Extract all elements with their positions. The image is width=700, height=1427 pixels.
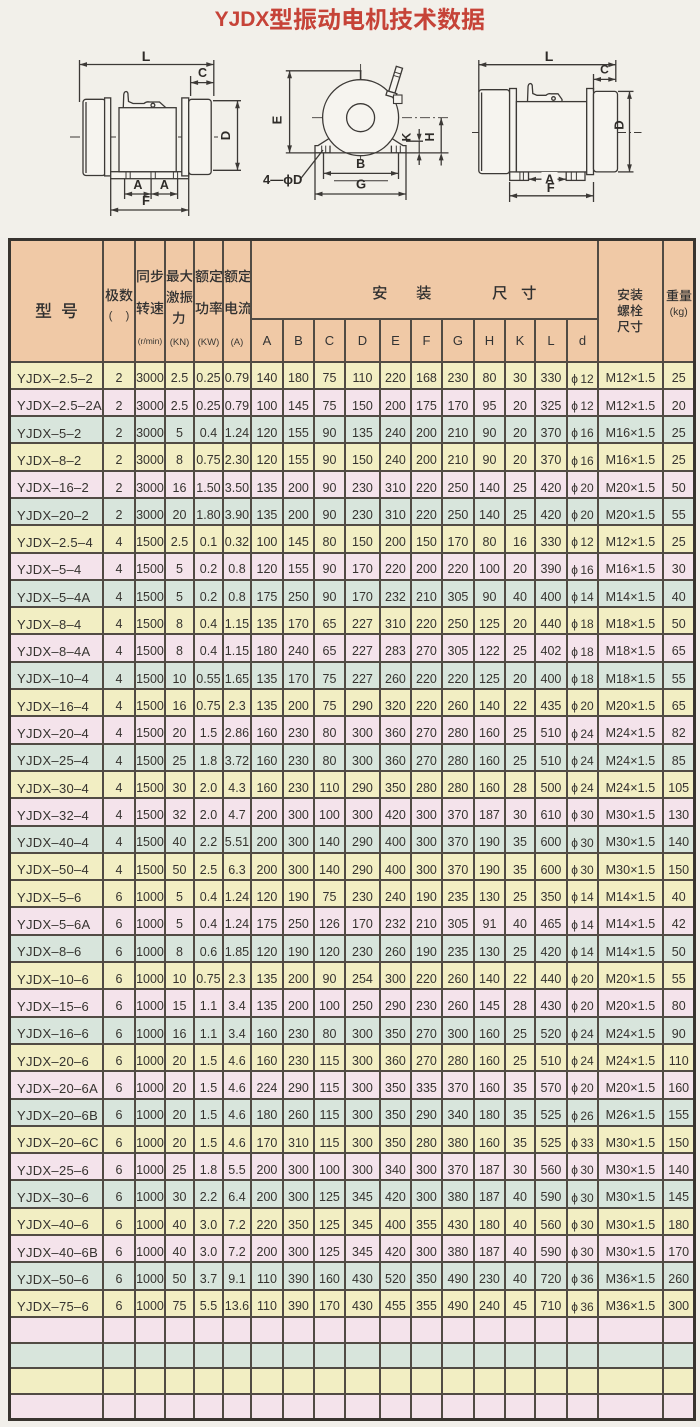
svg-text:A: A [545, 173, 554, 187]
svg-text:G: G [356, 177, 366, 192]
svg-text:F: F [547, 180, 555, 195]
svg-text:A: A [160, 178, 169, 192]
svg-text:C: C [198, 66, 207, 80]
svg-text:K: K [400, 132, 414, 141]
svg-text:A: A [133, 178, 142, 192]
svg-text:4—ϕD: 4—ϕD [263, 172, 302, 187]
svg-text:D: D [612, 120, 627, 129]
svg-text:E: E [269, 115, 284, 124]
svg-text:D: D [218, 131, 233, 140]
svg-text:F: F [142, 193, 150, 208]
svg-text:L: L [142, 48, 151, 64]
svg-text:H: H [423, 132, 437, 141]
svg-text:B: B [356, 157, 365, 171]
svg-text:C: C [600, 63, 609, 77]
svg-text:L: L [545, 48, 554, 64]
